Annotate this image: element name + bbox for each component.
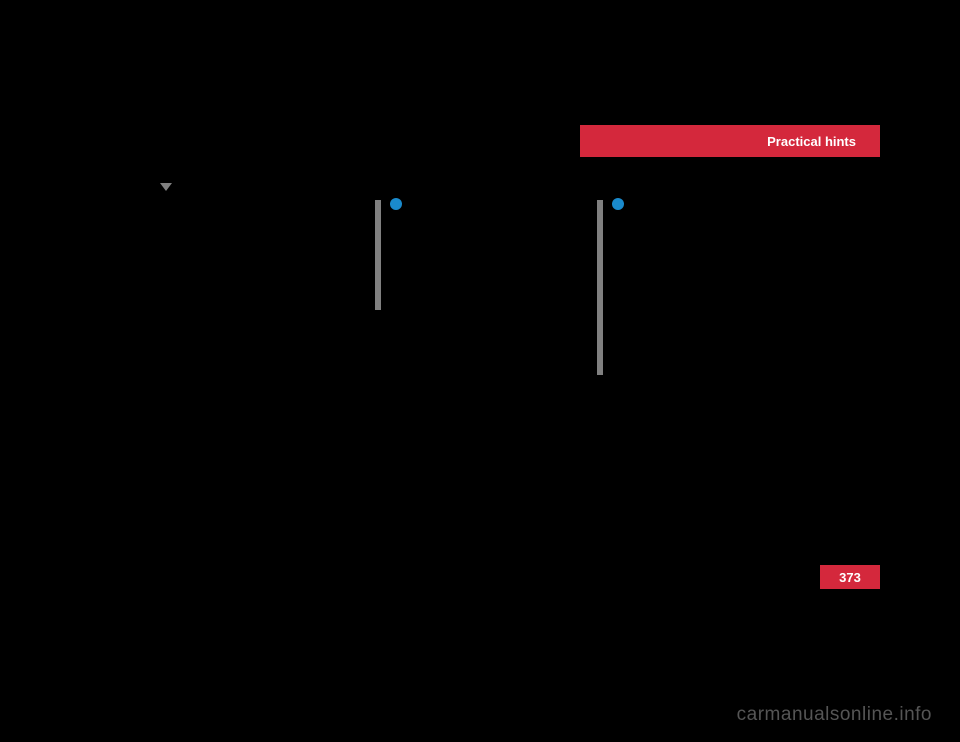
chevron-down-icon (160, 183, 172, 191)
info-dot-icon (390, 198, 402, 210)
page-number-badge: 373 (820, 565, 880, 589)
column-marker-bar (597, 200, 603, 375)
page-container: Practical hints 373 (80, 70, 880, 630)
info-dot-icon (612, 198, 624, 210)
section-header-tab: Practical hints (580, 125, 880, 157)
section-title: Practical hints (767, 134, 856, 149)
watermark-text: carmanualsonline.info (737, 704, 932, 726)
page-number: 373 (839, 570, 861, 585)
column-marker-bar (375, 200, 381, 310)
